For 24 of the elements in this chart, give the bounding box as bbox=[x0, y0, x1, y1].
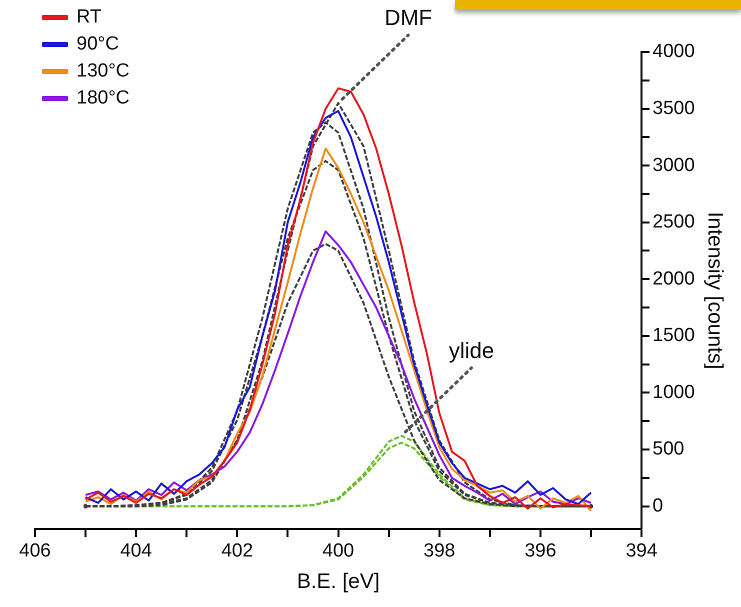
x-tick-label: 406 bbox=[19, 540, 51, 562]
y-tick-label: 500 bbox=[652, 438, 684, 460]
legend-label: 90°C bbox=[76, 34, 119, 55]
y-tick-label: 4000 bbox=[652, 41, 695, 62]
y-tick-label: 3000 bbox=[652, 154, 695, 176]
y-tick-label: 2000 bbox=[652, 268, 695, 290]
y-tick-label: 2500 bbox=[652, 212, 695, 233]
x-tick-label: 404 bbox=[120, 540, 152, 562]
x-tick-label: 396 bbox=[524, 540, 556, 562]
x-tick-label: 394 bbox=[626, 540, 658, 562]
legend-label: RT bbox=[76, 6, 102, 28]
y-axis-title: Intensity [counts] bbox=[704, 212, 727, 370]
legend-label: 180°C bbox=[76, 88, 130, 109]
annotation: DMF bbox=[384, 5, 432, 30]
x-tick-label: 402 bbox=[221, 540, 254, 562]
legend-label: 130°C bbox=[76, 60, 130, 82]
y-tick-label: 1500 bbox=[652, 325, 695, 346]
y-tick-label: 1000 bbox=[652, 382, 695, 403]
x-axis-title: B.E. [eV] bbox=[296, 570, 380, 594]
annotation: ylide bbox=[448, 338, 494, 363]
y-tick-label: 0 bbox=[652, 496, 664, 517]
x-tick-label: 398 bbox=[424, 540, 456, 562]
y-tick-label: 3500 bbox=[652, 98, 695, 120]
x-tick-label: 400 bbox=[322, 540, 354, 562]
